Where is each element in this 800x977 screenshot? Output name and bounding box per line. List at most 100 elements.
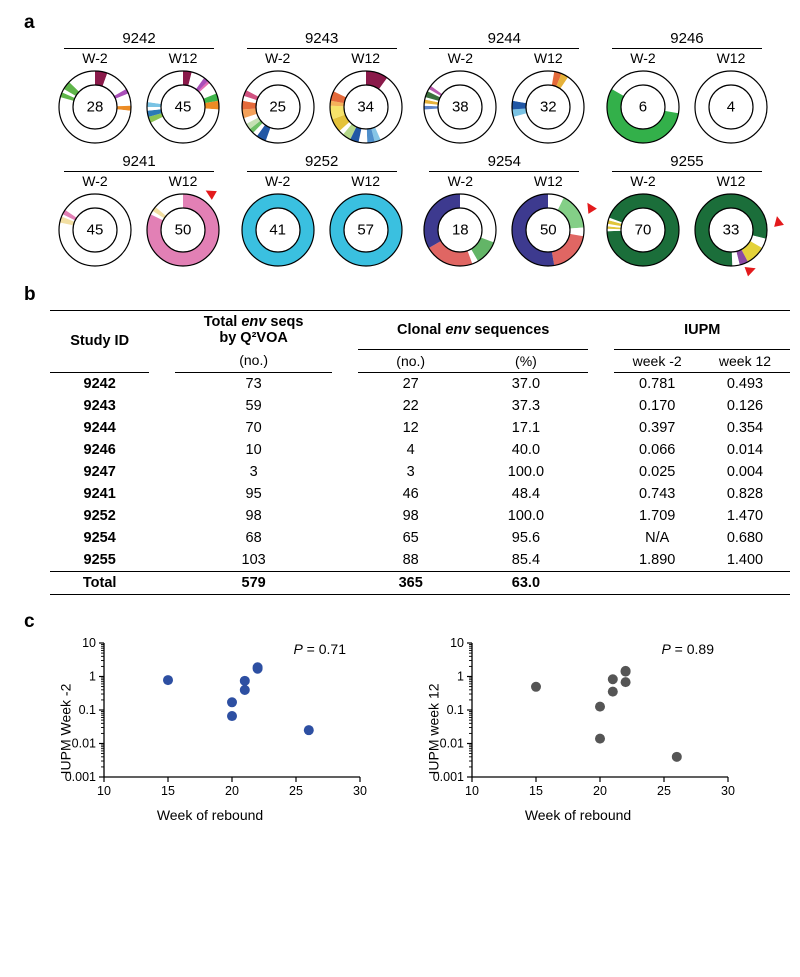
subject-id: 9244 [429,30,579,49]
table-cell [149,527,175,549]
table-cell: 100.0 [463,461,588,483]
scatter-point [595,701,605,711]
total-label: Total [50,571,149,594]
table-row: 9241954648.40.7430.828 [50,483,790,505]
scatter-point [608,674,618,684]
scatter-row: 10152025300.0010.010.1110IUPM Week -2Wee… [50,635,776,823]
subject-id: 9254 [429,153,579,172]
table-cell: 68 [175,527,332,549]
col-totalenv: Total env seqs by Q²VOA [175,311,332,350]
svg-text:30: 30 [353,784,367,798]
table-cell: 3 [358,461,464,483]
table-cell [588,372,614,395]
table-cell [149,461,175,483]
scatter-point [240,675,250,685]
scatter-point [304,725,314,735]
subject: 9241W-245W1250 [50,153,228,270]
table-cell: 98 [175,505,332,527]
table-cell: 9244 [50,417,149,439]
table-cell [332,549,358,572]
subject-id: 9252 [247,153,397,172]
week-label: W-2 [630,50,655,66]
scatter-point [240,684,250,694]
week-label: W-2 [630,173,655,189]
donut-center-value: 32 [528,99,568,116]
table-cell: 0.004 [700,461,790,483]
table-cell: 27 [358,372,464,395]
svg-text:10: 10 [450,636,464,650]
panel-a: a 9242W-228W12459243W-225W12349244W-238W… [24,12,776,270]
week-label: W12 [169,50,198,66]
donut-center-value: 4 [711,99,751,116]
table-cell [149,439,175,461]
scatter-plot: 10152025300.0010.010.1110IUPM Week -2Wee… [50,635,370,823]
svg-text:0.01: 0.01 [72,736,96,750]
panel-label-a: a [24,12,35,33]
week-label: W12 [169,173,198,189]
table-cell: 17.1 [463,417,588,439]
p-value: P = 0.89 [661,641,714,657]
table-cell: 9241 [50,483,149,505]
subject-id: 9241 [64,153,214,172]
table-cell [332,483,358,505]
table-cell: 10 [175,439,332,461]
table-cell: 0.781 [614,372,700,395]
table-cell: 1.400 [700,549,790,572]
donut-center-value: 45 [163,99,203,116]
subject-id: 9242 [64,30,214,49]
week-label: W-2 [265,50,290,66]
week-label: W-2 [265,173,290,189]
donut-center-value: 50 [163,222,203,239]
table-cell: 9255 [50,549,149,572]
subject: 9244W-238W1232 [415,30,593,147]
donut-center-value: 25 [258,99,298,116]
table-row: 924610440.00.0660.014 [50,439,790,461]
scatter-plot: 10152025300.0010.010.1110IUPM week 12Wee… [418,635,738,823]
svg-text:10: 10 [97,784,111,798]
table-cell [588,549,614,572]
donut-center-value: 50 [528,222,568,239]
table-cell: 40.0 [463,439,588,461]
table-cell [149,417,175,439]
week-label: W12 [534,173,563,189]
table-cell: 1.890 [614,549,700,572]
donut-center-value: 6 [623,99,663,116]
subject: 9242W-228W1245 [50,30,228,147]
table-cell: 0.828 [700,483,790,505]
col-iupm: IUPM [614,311,790,350]
table-cell [332,505,358,527]
svg-text:15: 15 [161,784,175,798]
scatter-point [672,751,682,761]
week-label: W-2 [448,50,473,66]
table-cell [332,372,358,395]
subject: 9255W-270W1233 [598,153,776,270]
table-cell: 48.4 [463,483,588,505]
week-label: W12 [534,50,563,66]
table-cell: N/A [614,527,700,549]
table-cell: 0.066 [614,439,700,461]
donut-center-value: 33 [711,222,751,239]
svg-text:20: 20 [593,784,607,798]
table-cell: 9246 [50,439,149,461]
table-cell [149,549,175,572]
table-cell: 46 [358,483,464,505]
scatter-point [531,681,541,691]
table-cell: 85.4 [463,549,588,572]
svg-text:20: 20 [225,784,239,798]
table-cell: 95 [175,483,332,505]
donut-center-value: 41 [258,222,298,239]
svg-text:0.1: 0.1 [447,703,464,717]
scatter-point [595,733,605,743]
donut-center-value: 34 [346,99,386,116]
table-cell: 98 [358,505,464,527]
table-cell: 100.0 [463,505,588,527]
table-cell: 9243 [50,395,149,417]
scatter-point [227,711,237,721]
panel-b: b Study ID Total env seqs by Q²VOA Clona… [24,284,776,595]
x-axis-label: Week of rebound [50,807,370,823]
col-clonal: Clonal env sequences [358,311,588,350]
donut-center-value: 70 [623,222,663,239]
svg-text:0.1: 0.1 [79,703,96,717]
week-label: W12 [717,50,746,66]
subject-id: 9243 [247,30,397,49]
